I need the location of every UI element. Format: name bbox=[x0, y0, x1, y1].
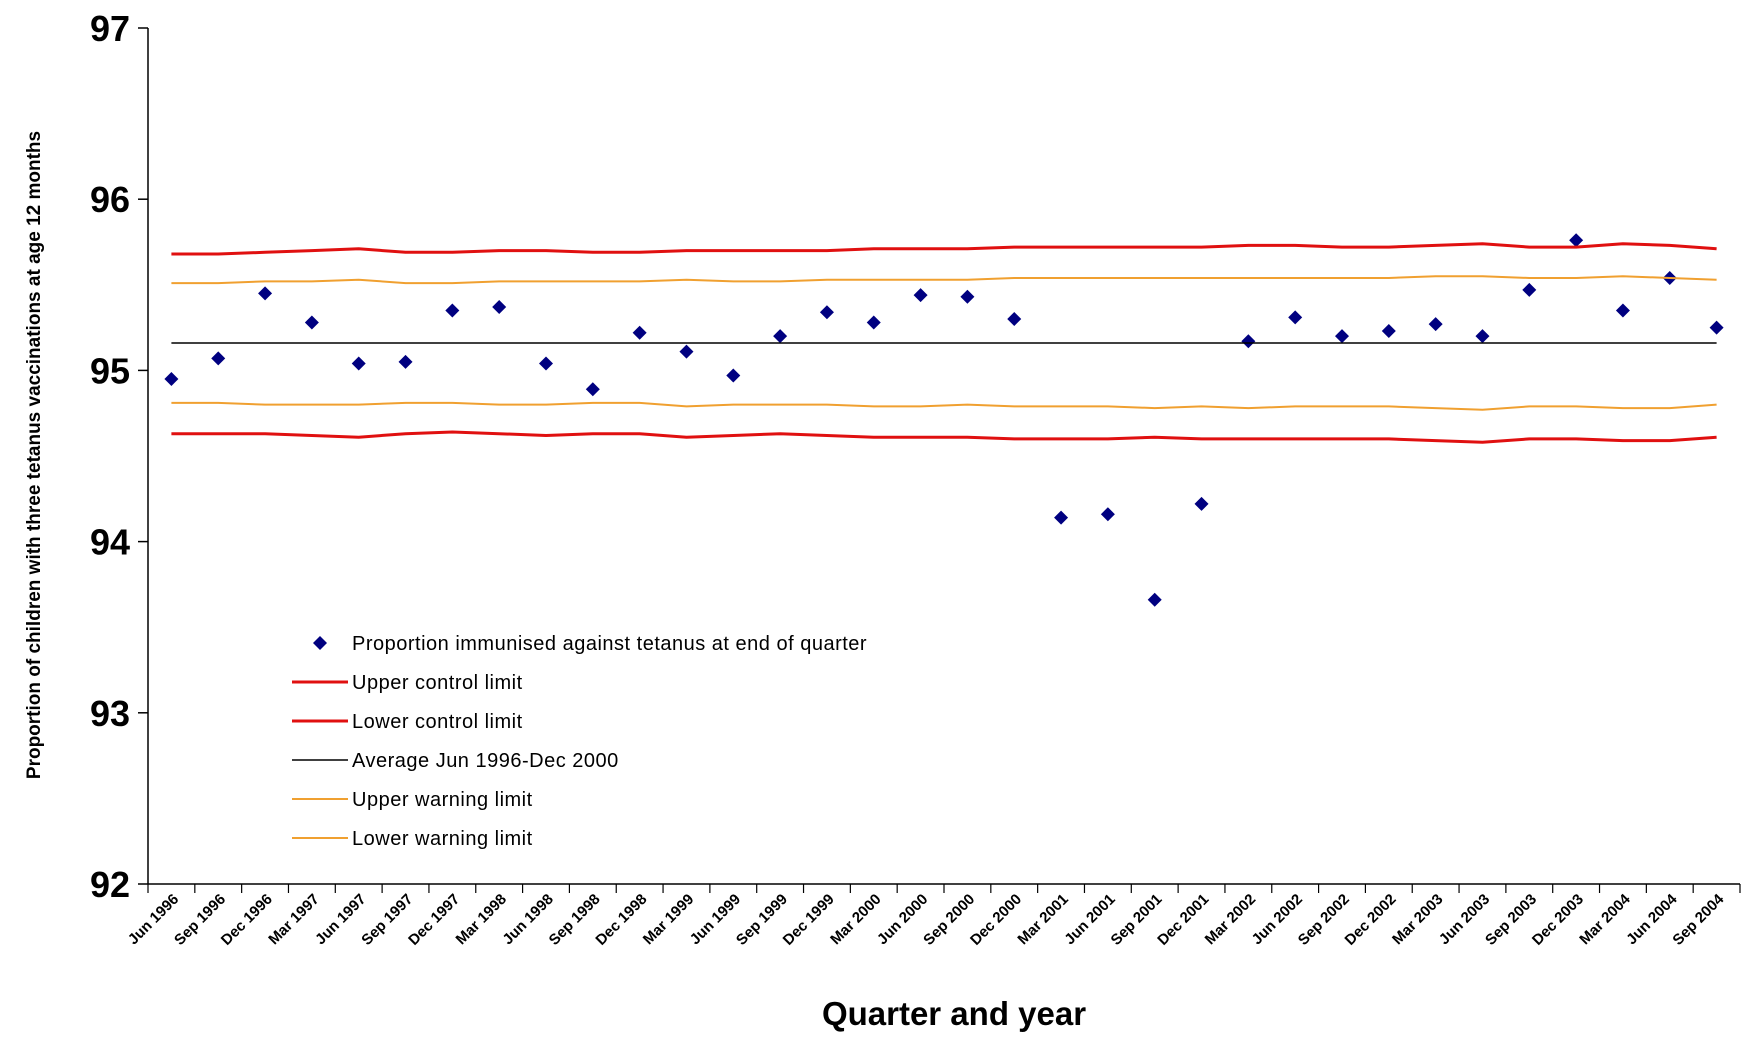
data-point bbox=[1709, 320, 1724, 335]
series-line-5 bbox=[171, 401, 1717, 411]
data-point bbox=[632, 325, 647, 340]
data-point bbox=[960, 289, 975, 304]
data-point bbox=[1194, 496, 1209, 511]
data-point bbox=[1288, 310, 1303, 325]
data-point bbox=[304, 315, 319, 330]
data-point bbox=[1522, 282, 1537, 297]
data-point bbox=[1100, 507, 1115, 522]
x-tick-label: Dec 2000 bbox=[967, 891, 1025, 949]
legend-label: Upper warning limit bbox=[352, 789, 533, 811]
legend-label: Lower control limit bbox=[352, 711, 523, 733]
y-tick-label: 95 bbox=[90, 350, 130, 391]
data-point bbox=[164, 371, 179, 386]
data-point bbox=[539, 356, 553, 371]
legend-label: Proportion immunised against tetanus at … bbox=[352, 633, 867, 655]
data-point bbox=[1241, 334, 1256, 349]
y-tick-label: 97 bbox=[90, 8, 130, 49]
data-point bbox=[913, 288, 928, 303]
x-tick-label: Mar 1997 bbox=[265, 891, 322, 948]
x-tick-label: Dec 1999 bbox=[780, 891, 838, 949]
x-tick-label: Mar 2001 bbox=[1014, 891, 1071, 948]
data-point bbox=[679, 344, 694, 359]
data-point bbox=[1007, 312, 1022, 327]
data-point bbox=[866, 315, 881, 330]
x-tick-label: Dec 2002 bbox=[1342, 891, 1400, 949]
data-point bbox=[445, 303, 460, 318]
x-tick-label: Dec 1998 bbox=[592, 891, 650, 949]
y-tick-label: 92 bbox=[90, 864, 130, 905]
x-tick-label: Dec 2003 bbox=[1529, 891, 1587, 949]
data-point bbox=[1381, 324, 1396, 339]
data-point bbox=[398, 354, 413, 369]
y-tick-label: 94 bbox=[90, 522, 130, 563]
data-point bbox=[1569, 233, 1584, 248]
x-tick-label: Mar 2000 bbox=[827, 891, 884, 948]
data-point bbox=[1615, 303, 1630, 318]
series-line-2 bbox=[171, 430, 1717, 444]
data-point bbox=[1428, 317, 1443, 332]
data-point bbox=[1475, 329, 1490, 344]
data-point bbox=[726, 368, 741, 383]
y-axis-title: Proportion of children with three tetanu… bbox=[24, 131, 45, 779]
x-tick-label: Dec 1997 bbox=[405, 891, 463, 949]
series-line-4 bbox=[171, 275, 1717, 285]
data-point bbox=[1147, 592, 1162, 607]
x-tick-label: Dec 1996 bbox=[218, 891, 276, 949]
legend: Proportion immunised against tetanus at … bbox=[292, 633, 867, 850]
series-layer bbox=[164, 233, 1724, 607]
x-axis-title: Quarter and year bbox=[822, 995, 1086, 1032]
legend-label: Lower warning limit bbox=[352, 828, 533, 850]
legend-label: Average Jun 1996-Dec 2000 bbox=[352, 750, 619, 772]
x-tick-label: Mar 1999 bbox=[640, 891, 697, 948]
data-point bbox=[819, 305, 834, 320]
y-tick-label: 96 bbox=[90, 179, 130, 220]
y-tick-label: 93 bbox=[90, 693, 130, 734]
x-tick-label: Dec 2001 bbox=[1154, 891, 1212, 949]
data-point bbox=[351, 356, 366, 371]
x-tick-label: Mar 2002 bbox=[1202, 891, 1259, 948]
x-tick-label: Mar 1998 bbox=[453, 891, 510, 948]
data-point bbox=[1335, 329, 1349, 344]
legend-swatch bbox=[313, 636, 327, 650]
x-tick-label: Mar 2003 bbox=[1389, 891, 1446, 948]
data-point bbox=[773, 329, 788, 344]
data-point bbox=[211, 351, 226, 366]
series-line-1 bbox=[171, 242, 1717, 256]
legend-label: Upper control limit bbox=[352, 672, 523, 694]
data-point bbox=[492, 300, 507, 315]
data-point bbox=[258, 286, 273, 301]
x-tick-label: Sep 2004 bbox=[1669, 890, 1727, 948]
data-point bbox=[1054, 510, 1069, 525]
data-point bbox=[585, 382, 600, 397]
